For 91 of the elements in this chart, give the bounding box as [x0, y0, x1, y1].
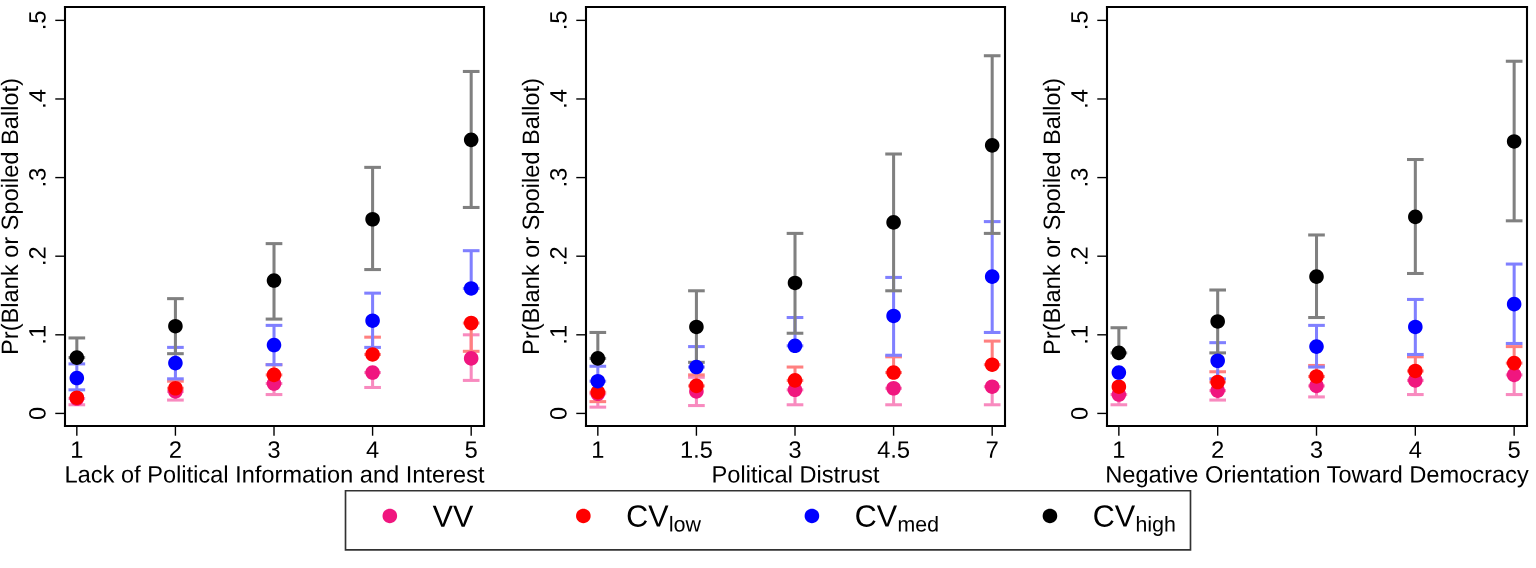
point	[365, 313, 380, 328]
y-tick-label: .1	[1071, 326, 1088, 343]
point	[1111, 379, 1127, 394]
x-tick-label: 1	[72, 441, 83, 458]
point	[463, 315, 479, 331]
point	[787, 338, 803, 354]
point	[168, 318, 183, 334]
y-tick-label: 0	[1071, 407, 1088, 420]
y-axis-title: Pr(Blank or Spoiled Ballot)	[521, 79, 544, 354]
y-tick-label: .2	[29, 247, 46, 264]
legend-label: CV$_{high}$	[1094, 505, 1175, 536]
point	[463, 132, 479, 148]
point	[1309, 369, 1324, 384]
y-tick-label: .3	[1071, 168, 1088, 186]
point	[1506, 296, 1522, 312]
point	[1210, 353, 1225, 369]
x-tick-label: 7	[986, 441, 998, 458]
point	[1408, 319, 1423, 335]
point	[984, 138, 1000, 153]
x-tick-label: 5	[465, 441, 477, 458]
y-tick-label: .5	[550, 11, 567, 29]
x-tick-label: 5	[1508, 441, 1520, 458]
point	[1111, 345, 1127, 361]
y-tick-label: .5	[1071, 11, 1088, 29]
point	[168, 355, 183, 371]
point	[886, 308, 901, 324]
point	[886, 365, 901, 380]
point	[984, 269, 1000, 284]
x-tick-label: 3	[268, 441, 280, 458]
x-tick-label: 3	[1310, 441, 1323, 458]
point	[689, 319, 704, 335]
y-tick-label: 0	[550, 407, 567, 420]
point	[463, 281, 479, 296]
point	[69, 350, 85, 365]
x-tick-label: 1.5	[681, 441, 712, 458]
y-axis-title: Pr(Blank or Spoiled Ballot)	[0, 79, 23, 354]
y-tick-label: .5	[29, 11, 46, 29]
y-tick-label: .1	[29, 326, 46, 343]
y-tick-label: .3	[550, 168, 567, 186]
point	[1408, 209, 1423, 225]
legend-label: CV$_{low}$	[627, 505, 702, 532]
point	[590, 351, 606, 366]
point	[1309, 339, 1324, 354]
point	[266, 337, 282, 353]
x-axis-title: Lack of Political Information and Interest	[66, 465, 485, 483]
point	[266, 367, 282, 383]
point	[984, 357, 1000, 372]
point	[787, 275, 803, 291]
point	[689, 378, 704, 394]
point	[984, 379, 1000, 394]
point	[463, 351, 479, 366]
point	[590, 373, 606, 389]
point	[1506, 355, 1522, 371]
point	[1111, 365, 1127, 380]
point	[886, 380, 901, 396]
y-tick-label: .2	[550, 247, 567, 264]
point	[1506, 367, 1522, 383]
point	[689, 359, 704, 375]
point	[1210, 374, 1225, 390]
point	[69, 370, 85, 386]
y-tick-label: .4	[29, 89, 46, 107]
x-tick-label: 1	[1114, 441, 1125, 458]
x-tick-label: 4	[1409, 441, 1422, 458]
x-tick-label: 4	[366, 441, 379, 458]
point	[365, 347, 380, 362]
x-axis-title: Negative Orientation Toward Democracy	[1107, 465, 1529, 488]
y-tick-label: .4	[1071, 89, 1088, 107]
x-axis-title: Political Distrust	[713, 465, 880, 483]
x-tick-label: 2	[170, 441, 181, 458]
point	[1309, 269, 1324, 284]
point	[886, 215, 901, 230]
point	[1408, 363, 1423, 379]
point	[1210, 314, 1225, 329]
x-tick-label: 2	[1212, 441, 1224, 458]
x-tick-label: 3	[789, 441, 801, 458]
y-tick-label: .1	[550, 326, 567, 343]
y-tick-label: .4	[550, 89, 567, 107]
point	[1506, 134, 1522, 149]
point	[787, 373, 803, 388]
point	[365, 365, 380, 380]
y-tick-label: .2	[1071, 247, 1088, 264]
x-tick-label: 4.5	[877, 441, 910, 458]
point	[266, 273, 282, 288]
point	[168, 380, 183, 396]
x-tick-label: 1	[593, 441, 604, 458]
point	[365, 211, 380, 227]
y-tick-label: .3	[29, 168, 46, 186]
legend-label: VV	[432, 505, 474, 527]
y-tick-label: 0	[29, 407, 46, 420]
legend-label: CV$_{med}$	[856, 505, 938, 532]
y-axis-title: Pr(Blank or Spoiled Ballot)	[1042, 79, 1065, 354]
